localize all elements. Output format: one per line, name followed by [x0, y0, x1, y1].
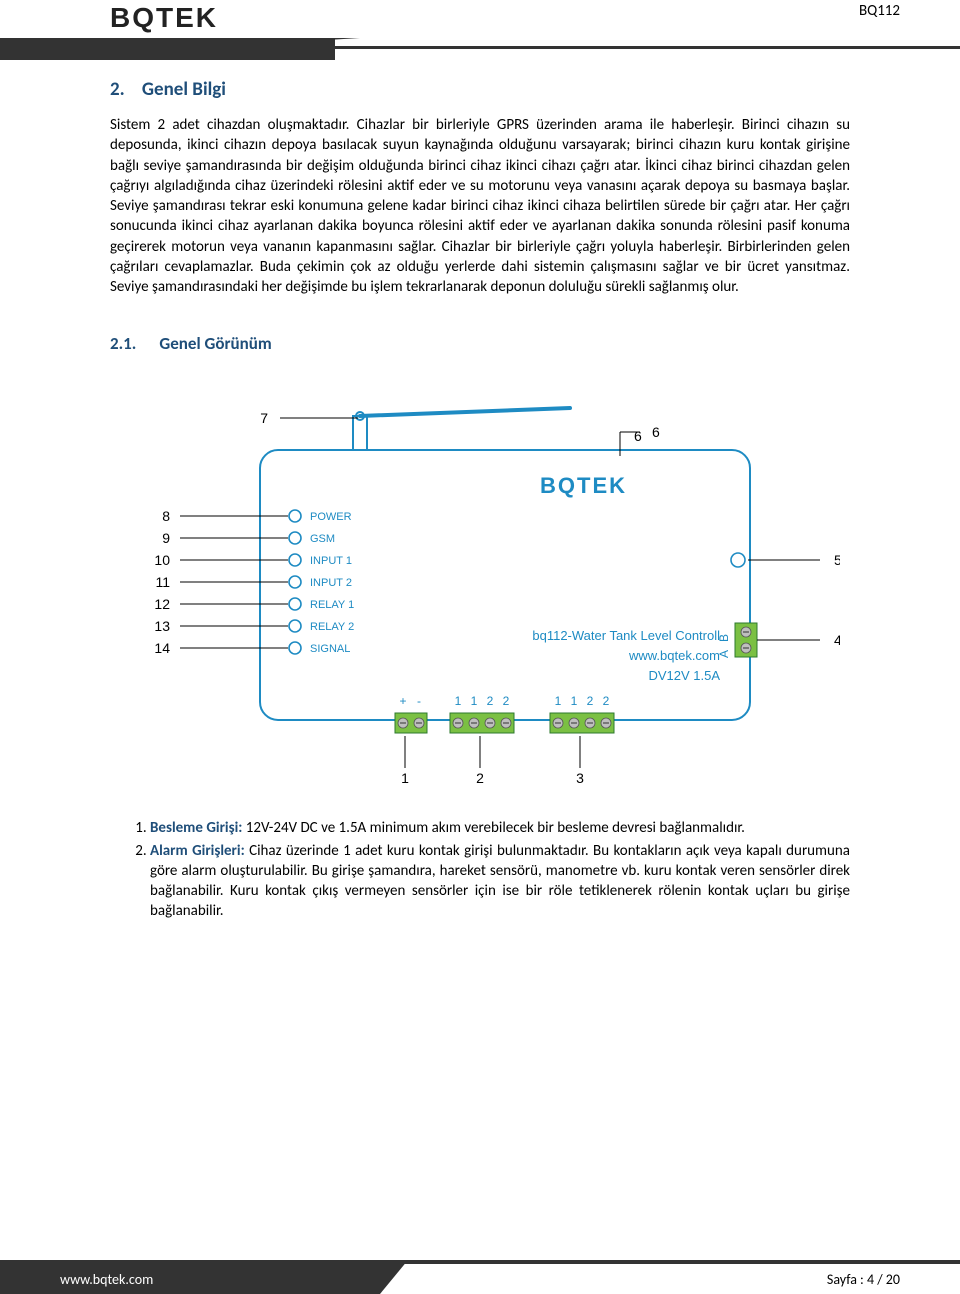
list-item: Alarm Girişleri: Cihaz üzerinde 1 adet k…: [150, 841, 850, 922]
subsection-number: 2.1.: [110, 333, 136, 354]
subsection-heading: 2.1. Genel Görünüm: [110, 333, 850, 354]
svg-text:2: 2: [587, 694, 594, 708]
svg-text:GSM: GSM: [310, 533, 335, 545]
list-item: Besleme Girişi: 12V-24V DC ve 1.5A minim…: [150, 818, 850, 838]
svg-text:7: 7: [260, 410, 268, 426]
svg-text:1: 1: [471, 694, 478, 708]
list-item-lead: Alarm Girişleri:: [150, 842, 245, 860]
svg-text:8: 8: [162, 508, 170, 524]
svg-text:www.bqtek.com: www.bqtek.com: [628, 648, 720, 663]
footer-page: Sayfa : 4 / 20: [827, 1271, 900, 1288]
header-rule: [0, 38, 960, 60]
footer-url: www.bqtek.com: [60, 1271, 153, 1288]
svg-text:9: 9: [162, 530, 170, 546]
device-diagram: BQTEK bq112-Water Tank Level Controll www.…: [110, 368, 850, 808]
svg-text:5: 5: [834, 552, 840, 568]
svg-text:12: 12: [154, 596, 170, 612]
svg-text:3: 3: [576, 770, 584, 786]
svg-text:14: 14: [154, 640, 170, 656]
svg-text:2: 2: [503, 694, 510, 708]
svg-text:1: 1: [571, 694, 578, 708]
svg-text:10: 10: [154, 552, 170, 568]
diagram-svg: BQTEK bq112-Water Tank Level Controll www.…: [120, 368, 840, 808]
svg-text:6: 6: [634, 428, 642, 444]
section-heading: 2. Genel Bilgi: [110, 78, 850, 101]
section-paragraph: Sistem 2 adet cihazdan oluşmaktadır. Cih…: [110, 115, 850, 297]
svg-text:RELAY 2: RELAY 2: [310, 621, 354, 633]
svg-text:2: 2: [603, 694, 610, 708]
svg-text:4: 4: [834, 632, 840, 648]
section-title: Genel Bilgi: [142, 78, 226, 101]
svg-text:B: B: [717, 634, 731, 642]
svg-text:RELAY 1: RELAY 1: [310, 599, 354, 611]
svg-text:DV12V 1.5A: DV12V 1.5A: [648, 668, 720, 683]
description-list: Besleme Girişi: 12V-24V DC ve 1.5A minim…: [110, 818, 850, 921]
page-footer: www.bqtek.com Sayfa : 4 / 20: [0, 1260, 960, 1294]
svg-text:1: 1: [401, 770, 409, 786]
svg-text:1: 1: [455, 694, 462, 708]
svg-text:+: +: [399, 694, 406, 708]
section-number: 2.: [110, 78, 125, 101]
svg-text:-: -: [417, 694, 421, 708]
svg-text:A: A: [717, 650, 731, 658]
svg-text:2: 2: [476, 770, 484, 786]
svg-text:POWER: POWER: [310, 511, 352, 523]
svg-text:1: 1: [555, 694, 562, 708]
list-item-text: Cihaz üzerinde 1 adet kuru kontak girişi…: [150, 842, 850, 921]
subsection-title: Genel Görünüm: [159, 333, 271, 354]
svg-text:BQTEK: BQTEK: [540, 473, 627, 498]
svg-text:SIGNAL: SIGNAL: [310, 643, 350, 655]
svg-text:INPUT 2: INPUT 2: [310, 577, 352, 589]
page-header: BQTEK BQ112: [0, 0, 960, 34]
list-item-text: 12V-24V DC ve 1.5A minimum akım verebile…: [242, 819, 745, 837]
svg-text:2: 2: [487, 694, 494, 708]
list-item-lead: Besleme Girişi:: [150, 819, 242, 837]
model-code: BQ112: [859, 2, 900, 20]
svg-text:11: 11: [155, 574, 170, 590]
svg-text:bq112-Water Tank Level Control: bq112-Water Tank Level Controll: [532, 628, 720, 643]
svg-text:6: 6: [652, 424, 660, 440]
svg-text:13: 13: [154, 618, 170, 634]
brand-logo: BQTEK: [110, 2, 218, 34]
svg-text:INPUT 1: INPUT 1: [310, 555, 352, 567]
page-content: 2. Genel Bilgi Sistem 2 adet cihazdan ol…: [0, 60, 960, 922]
